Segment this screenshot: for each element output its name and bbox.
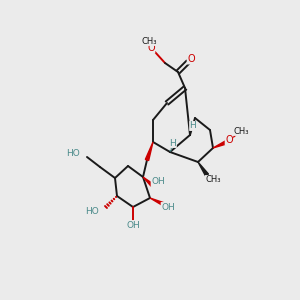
Text: OH: OH (151, 178, 165, 187)
Polygon shape (143, 177, 153, 186)
Polygon shape (198, 162, 208, 176)
Text: O: O (187, 54, 195, 64)
Text: H: H (169, 139, 176, 148)
Text: HO: HO (85, 208, 99, 217)
Polygon shape (213, 140, 228, 148)
Polygon shape (145, 142, 153, 161)
Text: O: O (147, 43, 155, 53)
Text: CH₃: CH₃ (205, 176, 221, 184)
Text: OH: OH (161, 202, 175, 211)
Polygon shape (150, 198, 164, 206)
Text: H: H (190, 122, 196, 130)
Text: O: O (225, 135, 233, 145)
Text: CH₃: CH₃ (233, 127, 249, 136)
Text: OH: OH (126, 220, 140, 230)
Text: CH₃: CH₃ (141, 37, 157, 46)
Text: HO: HO (66, 149, 80, 158)
